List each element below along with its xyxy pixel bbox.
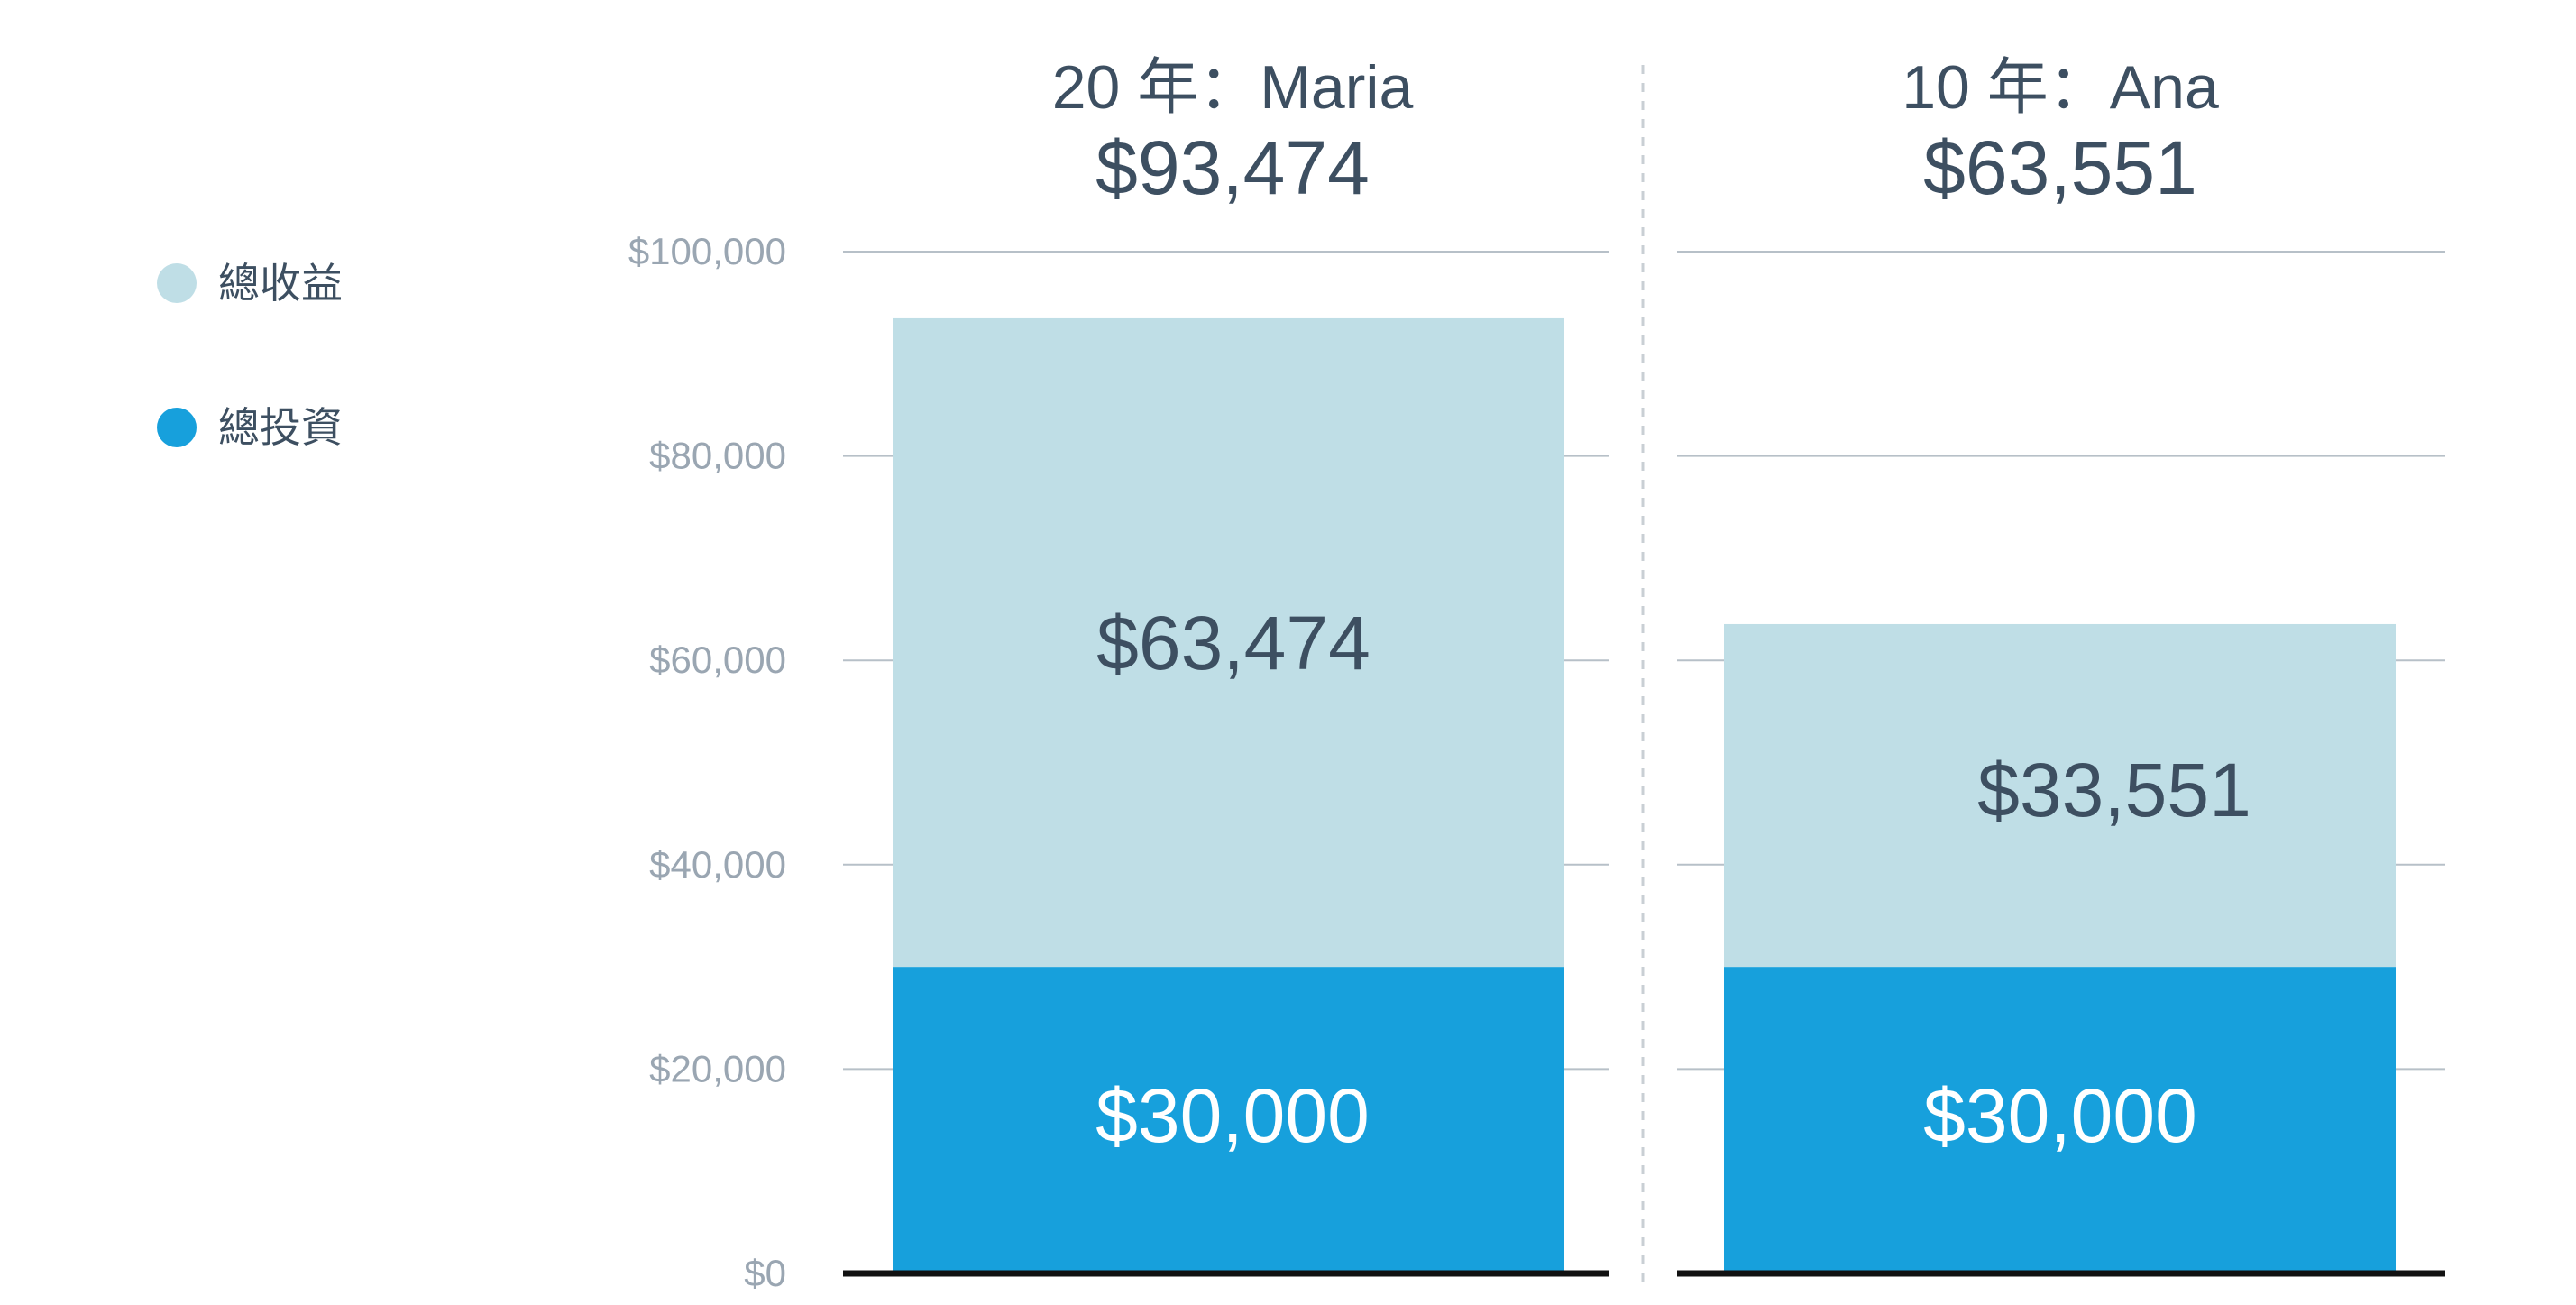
group-total: $63,551 [1923, 125, 2197, 210]
bar-segment [893, 317, 1564, 968]
bar-value-label: $63,474 [1096, 601, 1371, 685]
bar-value-label: $30,000 [1095, 1073, 1370, 1158]
group-title: 20 年：Maria [1052, 53, 1414, 122]
group-total: $93,474 [1095, 125, 1370, 210]
y-tick-label: $80,000 [649, 435, 786, 477]
bar-value-label: $33,551 [1977, 748, 2251, 832]
legend-swatch [157, 263, 197, 303]
bar-value-label: $30,000 [1923, 1073, 2197, 1158]
bar-segment [893, 967, 1564, 1273]
legend-swatch [157, 408, 197, 447]
y-tick-label: $40,000 [649, 843, 786, 886]
bar-segment [1724, 623, 2396, 968]
legend-label: 總投資 [218, 404, 343, 451]
y-tick-label: $20,000 [649, 1047, 786, 1089]
legend-label: 總收益 [218, 260, 343, 307]
y-tick-label: $60,000 [649, 639, 786, 681]
bar-segment [1724, 967, 2396, 1273]
y-tick-label: $100,000 [628, 230, 786, 272]
y-tick-label: $0 [744, 1252, 786, 1294]
group-title: 10 年：Ana [1902, 53, 2219, 122]
